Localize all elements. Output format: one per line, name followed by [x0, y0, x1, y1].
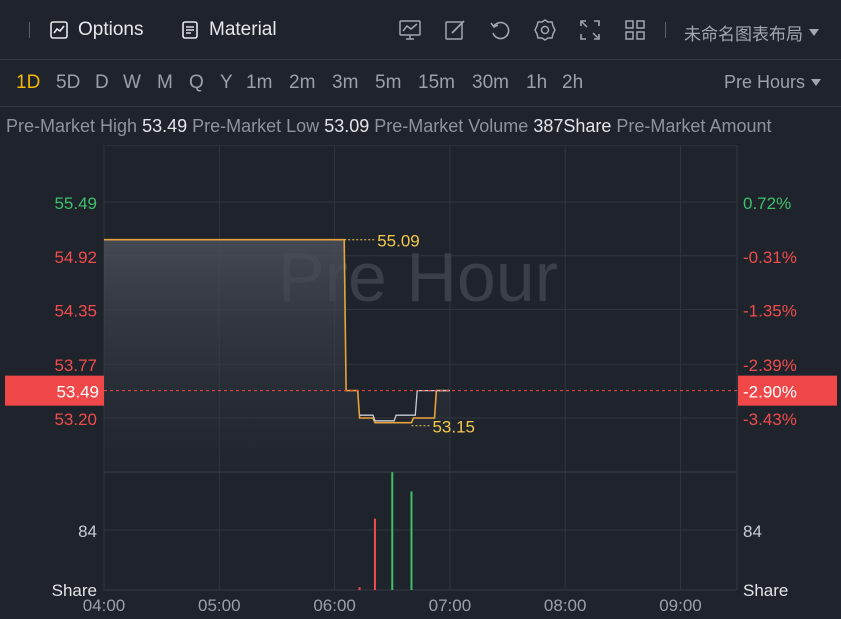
indicator-icon[interactable] [398, 18, 422, 42]
chart-toolbar: Options Material [0, 0, 841, 60]
period-15m[interactable]: 15m [418, 72, 455, 93]
options-button[interactable]: Options [49, 16, 143, 44]
material-label: Material [209, 19, 277, 40]
y-tick-left: 54.92 [54, 248, 97, 267]
period-1m[interactable]: 1m [246, 72, 273, 93]
x-tick-label: 04:00 [83, 596, 126, 615]
y-tick-left: 54.35 [54, 302, 97, 321]
pre-market-volume-value: 387Share [533, 116, 612, 136]
period-quarter[interactable]: Q [189, 72, 204, 93]
material-button[interactable]: Material [180, 16, 277, 44]
session-selector[interactable]: Pre Hours [724, 72, 822, 93]
layout-selector[interactable]: 未命名图表布局 [684, 20, 819, 45]
low-marker-label: 53.15 [432, 418, 475, 437]
layout-name-label: 未命名图表布局 [684, 25, 803, 44]
x-tick-label: 07:00 [429, 596, 472, 615]
volume-unit-left: Share [52, 581, 97, 600]
fullscreen-icon[interactable] [578, 18, 602, 42]
y-tick-right: -2.39% [743, 356, 797, 375]
x-tick-label: 09:00 [659, 596, 702, 615]
period-month[interactable]: M [157, 72, 173, 93]
volume-unit-right: Share [743, 581, 788, 600]
pre-market-volume-label: Pre-Market Volume [374, 116, 529, 136]
current-pct-badge [738, 375, 837, 406]
current-price-label: 53.49 [56, 383, 99, 402]
pre-market-stats: Pre-Market High 53.49 Pre-Market Low 53.… [6, 116, 771, 137]
chart-settings-icon [50, 21, 68, 39]
pre-market-amount-label: Pre-Market Amount [616, 116, 772, 136]
period-1h[interactable]: 1h [526, 72, 548, 93]
price-area [104, 239, 450, 472]
high-marker-label: 55.09 [377, 232, 420, 251]
pre-market-high-label: Pre-Market High [6, 116, 138, 136]
price-line [104, 238, 450, 424]
undo-icon[interactable] [488, 18, 512, 42]
options-label: Options [78, 19, 144, 40]
y-tick-right: -1.35% [743, 302, 797, 321]
period-year[interactable]: Y [220, 72, 233, 93]
y-tick-right: 0.72% [743, 194, 791, 213]
pre-market-low-value: 53.09 [324, 116, 370, 136]
toolbar-divider [29, 22, 30, 38]
volume-tick-right: 84 [743, 522, 762, 541]
gear-icon[interactable] [533, 18, 557, 42]
document-icon [182, 21, 198, 39]
caret-down-icon [811, 79, 822, 86]
period-5m[interactable]: 5m [375, 72, 402, 93]
layout-grid-icon[interactable] [623, 18, 647, 42]
period-bar: 1D 5D D W M Q Y 1m 2m 3m 5m 15m 30m 1h 2… [0, 60, 841, 107]
period-3m[interactable]: 3m [332, 72, 359, 93]
pre-market-high-value: 53.49 [142, 116, 188, 136]
volume-tick-left: 84 [78, 522, 97, 541]
period-day[interactable]: D [95, 72, 109, 93]
session-label: Pre Hours [724, 72, 806, 92]
x-tick-label: 06:00 [313, 596, 356, 615]
period-2h[interactable]: 2h [562, 72, 584, 93]
period-2m[interactable]: 2m [289, 72, 316, 93]
x-tick-label: 05:00 [198, 596, 241, 615]
toolbar-divider [665, 22, 666, 38]
y-tick-right: -3.43% [743, 410, 797, 429]
current-pct-label: -2.90% [743, 383, 797, 402]
current-price-badge [5, 375, 104, 406]
period-week[interactable]: W [123, 72, 141, 93]
y-tick-left: 53.20 [54, 410, 97, 429]
average-line [359, 389, 450, 422]
pre-market-low-label: Pre-Market Low [192, 116, 320, 136]
x-tick-label: 08:00 [544, 596, 587, 615]
y-tick-right: -0.31% [743, 248, 797, 267]
y-tick-left: 55.49 [54, 194, 97, 213]
y-tick-left: 53.77 [54, 356, 97, 375]
period-30m[interactable]: 30m [472, 72, 509, 93]
draw-icon[interactable] [443, 18, 467, 42]
period-1d[interactable]: 1D [16, 72, 41, 93]
caret-down-icon [809, 29, 819, 36]
period-5d[interactable]: 5D [56, 72, 81, 93]
